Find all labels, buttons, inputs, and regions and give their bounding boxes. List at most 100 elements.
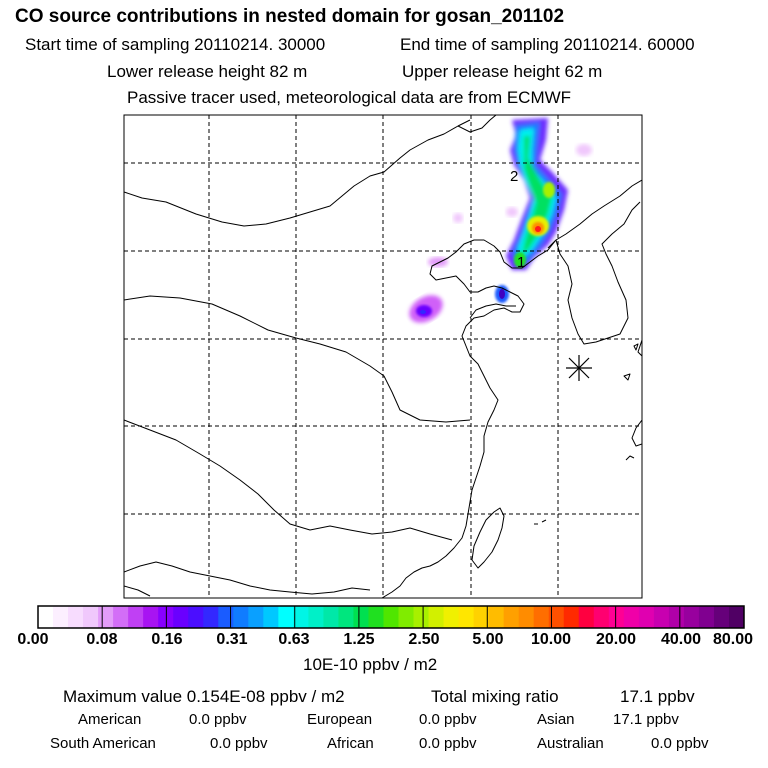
colorbar-swatch	[593, 606, 610, 628]
faint-patch-1	[576, 144, 592, 156]
island-2	[541, 519, 547, 523]
start-time-label: Start time of sampling 20110214. 30000	[25, 35, 326, 54]
coastlines-borders	[124, 115, 642, 598]
island-3	[625, 455, 635, 461]
source-value-australian: 0.0 ppbv	[651, 735, 709, 752]
receptor-star-icon	[566, 355, 592, 381]
colorbar-swatch	[218, 606, 234, 628]
province-border-4	[124, 585, 151, 597]
colorbar-swatch	[98, 606, 114, 628]
colorbar-swatch	[113, 606, 129, 628]
colorbar-swatch	[173, 606, 189, 628]
island-5	[633, 343, 639, 351]
colorbar-swatch	[473, 606, 490, 628]
colorbar-swatch	[398, 606, 414, 628]
colorbar-swatch	[488, 606, 505, 628]
colorbar-swatch	[143, 606, 159, 628]
amur-border	[457, 115, 497, 133]
colorbar-swatch	[668, 606, 685, 628]
colorbar-swatch	[728, 606, 745, 628]
blob-shandong-north-core	[499, 289, 505, 299]
plume-green-south	[514, 252, 526, 268]
blob-hebei-core	[420, 310, 426, 314]
colorbar-swatch	[503, 606, 520, 628]
colorbar-swatch	[428, 606, 444, 628]
colorbar-swatch	[368, 606, 384, 628]
taiwan-coast	[471, 507, 505, 569]
source-name-american: American	[78, 711, 142, 728]
lower-release-label: Lower release height 82 m	[107, 62, 308, 81]
colorbar-tick-label: 20.00	[595, 631, 637, 648]
source-value-african: 0.0 ppbv	[419, 735, 477, 752]
colorbar-swatch	[203, 606, 219, 628]
total-mixing-label: Total mixing ratio	[431, 687, 559, 706]
colorbar-tick-label: 80.00	[712, 631, 754, 648]
china-korea-border	[547, 179, 642, 249]
colorbar-tick-label: 0.16	[151, 631, 183, 648]
end-time-label: End time of sampling 20110214. 60000	[400, 35, 695, 54]
graticule	[124, 115, 642, 598]
colorbar-swatch	[443, 606, 459, 628]
plume-red-core	[535, 226, 541, 232]
source-name-asian: Asian	[537, 711, 575, 728]
province-border-3	[124, 561, 371, 595]
plume-yellow-north	[543, 182, 555, 198]
figure-title: CO source contributions in nested domain…	[15, 6, 565, 27]
faint-patch-4	[506, 207, 518, 217]
source-name-african: African	[327, 735, 374, 752]
total-mixing-value: 17.1 ppbv	[620, 687, 695, 706]
colorbar-tick-label: 10.00	[530, 631, 572, 648]
source-value-south-american: 0.0 ppbv	[210, 735, 268, 752]
concentration-plume	[409, 118, 592, 323]
colorbar-swatch	[263, 606, 279, 628]
mongolia-border	[124, 119, 471, 227]
colorbar-swatch	[188, 606, 204, 628]
colorbar-tick-label: 0.63	[278, 631, 310, 648]
colorbar-swatch	[68, 606, 84, 628]
contour-label-1: 1	[517, 254, 525, 271]
upper-release-label: Upper release height 62 m	[402, 62, 603, 81]
colorbar-swatch	[353, 606, 369, 628]
colorbar	[37, 605, 745, 629]
colorbar-tick-label: 2.50	[408, 631, 440, 648]
colorbar-swatch	[383, 606, 399, 628]
contour-label-2: 2	[510, 168, 518, 185]
colorbar-swatch	[38, 606, 54, 628]
maximum-value-label: Maximum value 0.154E-08 ppbv / m2	[63, 687, 345, 706]
colorbar-swatch	[578, 606, 595, 628]
colorbar-frame	[37, 605, 745, 629]
colorbar-swatch	[563, 606, 580, 628]
colorbar-swatch	[518, 606, 535, 628]
colorbar-tick-label: 0.00	[17, 631, 49, 648]
colorbar-swatch	[548, 606, 565, 628]
colorbar-swatch	[53, 606, 69, 628]
tracer-note: Passive tracer used, meteorological data…	[127, 88, 572, 107]
colorbar-swatch	[248, 606, 264, 628]
province-border-2	[124, 419, 453, 541]
faint-patch-2	[453, 213, 463, 223]
source-value-asian: 17.1 ppbv	[613, 711, 679, 728]
colorbar-swatch	[458, 606, 475, 628]
colorbar-swatch	[128, 606, 144, 628]
source-name-european: European	[307, 711, 373, 728]
province-border-1	[124, 295, 471, 423]
colorbar-tick-label: 40.00	[660, 631, 702, 648]
colorbar-swatch	[638, 606, 655, 628]
source-name-south-american: South American	[50, 735, 156, 752]
colorbar-swatch	[278, 606, 294, 628]
shandong-coast	[469, 303, 516, 319]
colorbar-swatch	[533, 606, 550, 628]
kyushu-coast	[631, 419, 642, 447]
map-frame	[123, 114, 643, 599]
colorbar-tick-label: 0.08	[86, 631, 118, 648]
colorbar-swatch	[83, 606, 99, 628]
colorbar-units: 10E-10 ppbv / m2	[303, 655, 438, 674]
colorbar-tick-label: 1.25	[343, 631, 375, 648]
source-name-australian: Australian	[537, 735, 604, 752]
colorbar-swatch	[233, 606, 249, 628]
colorbar-swatch	[413, 606, 429, 628]
colorbar-swatch	[608, 606, 625, 628]
colorbar-swatch	[323, 606, 339, 628]
colorbar-tick-label: 5.00	[472, 631, 504, 648]
